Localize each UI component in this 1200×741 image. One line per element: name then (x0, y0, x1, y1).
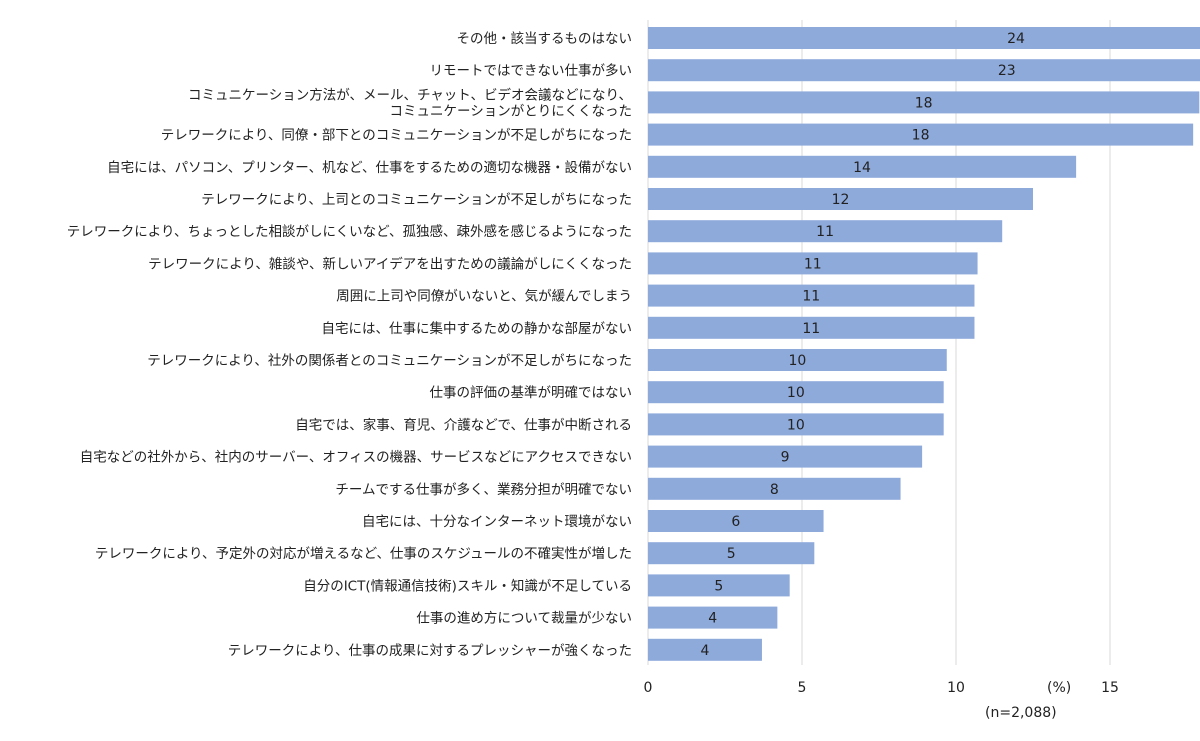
category-label: 自分のICT(情報通信技術)スキル・知識が不足している (303, 577, 632, 594)
bar-value-label: 9 (781, 450, 790, 466)
bar-value-label: 11 (804, 256, 822, 272)
bar (648, 91, 1200, 114)
bar-value-label: 24 (1007, 31, 1025, 47)
bar (648, 220, 1003, 243)
category-label: テレワークにより、雑談や、新しいアイデアを出すための議論がしにくくなった (148, 255, 632, 272)
bar (648, 59, 1200, 82)
bar-value-label: 4 (701, 643, 710, 659)
bar-value-label: 11 (816, 224, 834, 240)
category-label: 自宅には、パソコン、プリンター、机など、仕事をするための適切な機器・設備がない (107, 159, 632, 176)
bar (648, 316, 975, 339)
bar-value-label: 11 (802, 321, 820, 337)
category-labels: その他・該当するものはないリモートではできない仕事が多いコミュニケーション方法が… (67, 31, 632, 659)
x-tick-label: 5 (798, 680, 807, 696)
x-axis-ticks: 0510152025 (644, 680, 1119, 696)
bar (648, 445, 923, 468)
bar-value-label: 4 (708, 611, 717, 627)
bar-value-label: 10 (787, 385, 805, 401)
bar-value-label: 12 (832, 192, 850, 208)
category-label: コミュニケーション方法が、メール、チャット、ビデオ会議などになり、コミュニケーシ… (188, 86, 632, 119)
category-label: テレワークにより、同僚・部下とのコミュニケーションが不足しがちになった (161, 128, 632, 144)
bar (648, 188, 1033, 210)
x-tick-label: 15 (1101, 680, 1119, 696)
x-tick-label: 0 (644, 680, 653, 696)
bars (648, 27, 1200, 661)
bar-value-label: 6 (731, 514, 740, 530)
bar (648, 413, 944, 436)
bar-value-label: 5 (727, 546, 736, 562)
category-label: 自宅には、仕事に集中するための静かな部屋がない (322, 321, 633, 337)
bar (648, 252, 978, 275)
bar-value-label: 18 (912, 128, 930, 144)
bar-value-label: 14 (853, 160, 871, 176)
axis-unit-label: (%) (1047, 680, 1071, 696)
bar (648, 381, 944, 404)
category-label: 自宅には、十分なインターネット環境がない (362, 514, 632, 530)
bar-value-label: 18 (915, 95, 933, 111)
category-label: その他・該当するものはない (457, 31, 633, 47)
bar (648, 477, 901, 500)
sample-size-note: (n=2,088) (985, 705, 1057, 721)
bar (648, 606, 778, 629)
grid-lines (647, 20, 1111, 665)
bar (648, 542, 815, 565)
category-label: テレワークにより、上司とのコミュニケーションが不足しがちになった (201, 192, 632, 208)
bar (648, 27, 1200, 49)
category-label: テレワークにより、予定外の対応が増えるなど、仕事のスケジュールの不確実性が増した (95, 546, 632, 562)
x-tick-label: 10 (947, 680, 965, 696)
bar-value-label: 5 (714, 578, 723, 594)
category-label: 自宅では、家事、育児、介護などで、仕事が中断される (295, 416, 632, 433)
category-label: 仕事の進め方について裁量が少ない (416, 611, 632, 627)
category-label: テレワークにより、仕事の成果に対するプレッシャーが強くなった (228, 643, 632, 659)
bar (648, 123, 1194, 146)
category-label: チームでする仕事が多く、業務分担が明確でない (335, 481, 632, 498)
category-label: 自宅などの社外から、社内のサーバー、オフィスの機器、サービスなどにアクセスできな… (80, 450, 632, 466)
bar-value-label: 10 (787, 417, 805, 433)
bar-value-label: 11 (802, 289, 820, 305)
bar (648, 510, 824, 532)
bar (648, 349, 947, 371)
category-label: 仕事の評価の基準が明確ではない (430, 384, 633, 401)
category-label: 周囲に上司や同僚がいないと、気が緩んでしまう (336, 289, 632, 305)
category-label: テレワークにより、ちょっとした相談がしにくいなど、孤独感、疎外感を感じるようにな… (67, 223, 632, 240)
bar (648, 155, 1077, 178)
bar (648, 284, 975, 307)
category-label: リモートではできない仕事が多い (430, 62, 633, 79)
category-label: テレワークにより、社外の関係者とのコミュニケーションが不足しがちになった (147, 353, 632, 369)
bar-value-label: 10 (788, 353, 806, 369)
bar (648, 638, 762, 661)
bar-value-label: 23 (998, 63, 1016, 79)
bar-value-label: 8 (770, 482, 779, 498)
bar (648, 574, 790, 597)
